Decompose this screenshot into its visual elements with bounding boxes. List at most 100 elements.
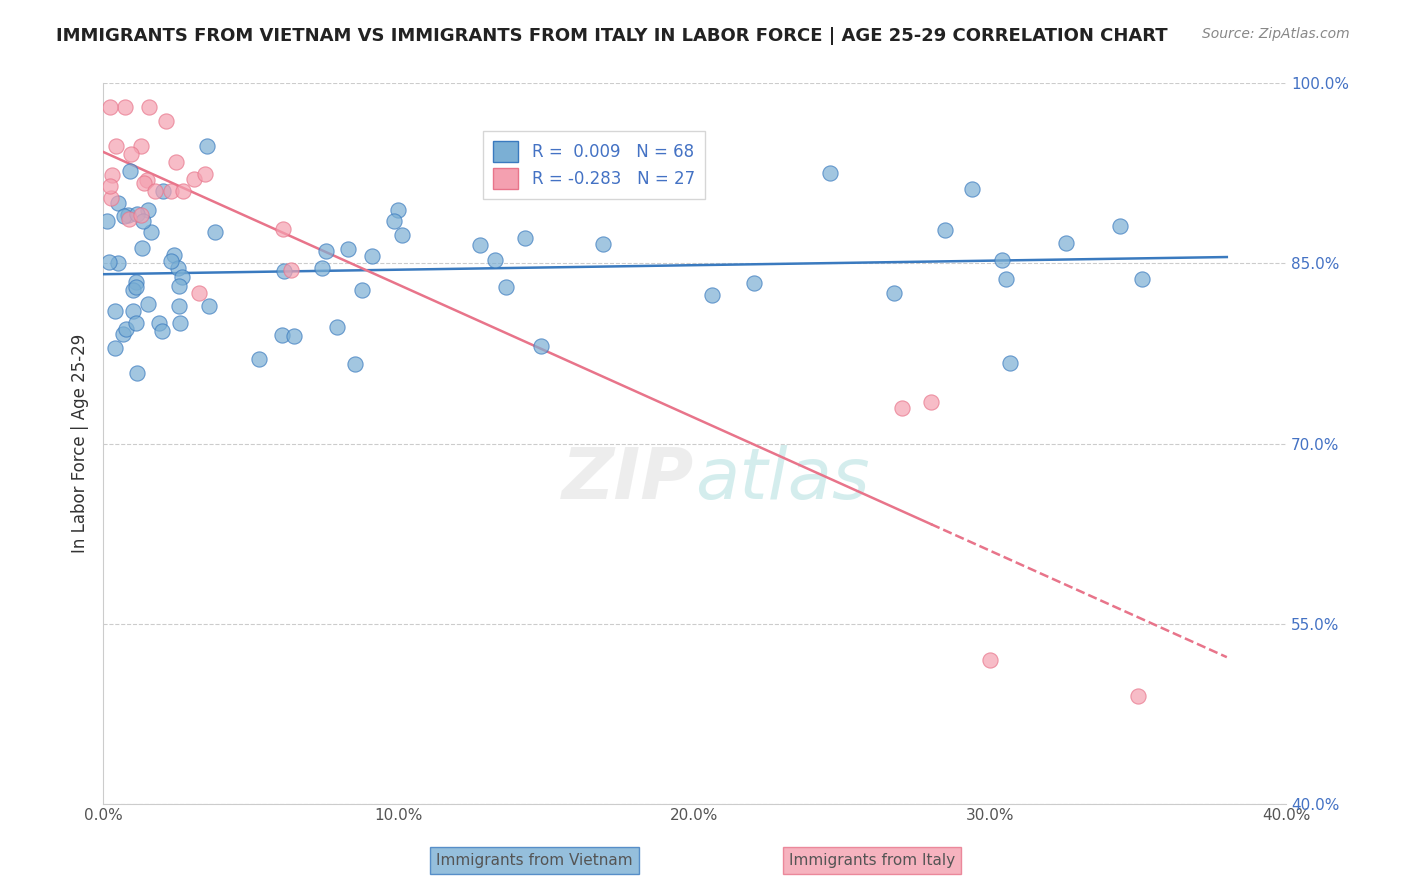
Point: [139, 225, 162, 239]
Point: [101, 168, 124, 182]
Point: [742, 277, 765, 291]
Point: [247, 352, 270, 367]
Point: [160, 254, 183, 268]
Point: [484, 253, 506, 268]
Point: [382, 213, 405, 227]
Point: [920, 394, 942, 409]
Point: [103, 341, 125, 355]
Point: [326, 320, 349, 334]
Point: [143, 184, 166, 198]
Point: [132, 214, 155, 228]
Point: [271, 222, 294, 236]
Legend: R =  0.009   N = 68, R = -0.283   N = 27: R = 0.009 N = 68, R = -0.283 N = 27: [484, 131, 704, 199]
Point: [979, 652, 1001, 666]
Point: [112, 209, 135, 223]
Point: [107, 256, 129, 270]
Point: [344, 358, 367, 372]
Point: [934, 223, 956, 237]
Point: [194, 168, 217, 182]
Y-axis label: In Labor Force | Age 25-29: In Labor Force | Age 25-29: [72, 334, 89, 553]
Point: [136, 296, 159, 310]
Text: Source: ZipAtlas.com: Source: ZipAtlas.com: [1202, 27, 1350, 41]
Point: [360, 249, 382, 263]
Point: [204, 225, 226, 239]
Point: [172, 184, 194, 198]
Point: [283, 328, 305, 343]
Point: [129, 208, 152, 222]
Point: [991, 253, 1014, 268]
Point: [530, 338, 553, 352]
Point: [98, 100, 121, 114]
Point: [129, 138, 152, 153]
Point: [160, 184, 183, 198]
Point: [592, 237, 614, 252]
Point: [883, 286, 905, 301]
Point: [163, 248, 186, 262]
Point: [100, 191, 122, 205]
Point: [280, 262, 302, 277]
Point: [155, 114, 177, 128]
Point: [104, 304, 127, 318]
Text: IMMIGRANTS FROM VIETNAM VS IMMIGRANTS FROM ITALY IN LABOR FORCE | AGE 25-29 CORR: IMMIGRANTS FROM VIETNAM VS IMMIGRANTS FR…: [56, 27, 1168, 45]
Point: [195, 138, 218, 153]
Point: [183, 172, 205, 186]
Point: [125, 280, 148, 294]
Point: [315, 244, 337, 259]
Point: [136, 203, 159, 218]
Point: [169, 278, 191, 293]
Point: [271, 328, 294, 343]
Point: [115, 322, 138, 336]
Point: [188, 285, 211, 300]
Point: [131, 241, 153, 255]
Point: [1108, 219, 1130, 234]
Point: [134, 176, 156, 190]
Point: [104, 138, 127, 153]
Point: [107, 195, 129, 210]
Point: [127, 366, 149, 380]
Point: [197, 299, 219, 313]
Point: [702, 287, 724, 301]
Point: [125, 207, 148, 221]
Point: [1130, 271, 1153, 285]
Point: [122, 283, 145, 297]
Text: ZIP: ZIP: [562, 445, 695, 514]
Point: [994, 272, 1017, 286]
Point: [148, 316, 170, 330]
Point: [998, 356, 1021, 370]
Point: [273, 264, 295, 278]
Point: [117, 208, 139, 222]
Point: [165, 155, 187, 169]
Point: [391, 228, 413, 243]
Point: [152, 184, 174, 198]
Text: Immigrants from Italy: Immigrants from Italy: [789, 854, 955, 868]
Point: [118, 163, 141, 178]
Point: [336, 242, 359, 256]
Point: [138, 100, 160, 114]
Point: [120, 147, 142, 161]
Point: [125, 316, 148, 330]
Text: atlas: atlas: [695, 445, 869, 514]
Point: [515, 231, 537, 245]
Point: [117, 212, 139, 227]
Point: [890, 401, 912, 415]
Point: [350, 283, 373, 297]
Point: [1126, 689, 1149, 703]
Point: [97, 255, 120, 269]
Point: [112, 327, 135, 342]
Point: [135, 173, 157, 187]
Point: [169, 316, 191, 330]
Point: [1054, 235, 1077, 250]
Point: [468, 237, 491, 252]
Point: [167, 299, 190, 313]
Point: [820, 166, 842, 180]
Point: [960, 182, 983, 196]
Point: [124, 275, 146, 289]
Point: [167, 261, 190, 276]
Point: [98, 179, 121, 194]
Point: [495, 280, 517, 294]
Point: [172, 269, 194, 284]
Point: [121, 303, 143, 318]
Point: [114, 100, 136, 114]
Point: [96, 214, 118, 228]
Point: [387, 202, 409, 217]
